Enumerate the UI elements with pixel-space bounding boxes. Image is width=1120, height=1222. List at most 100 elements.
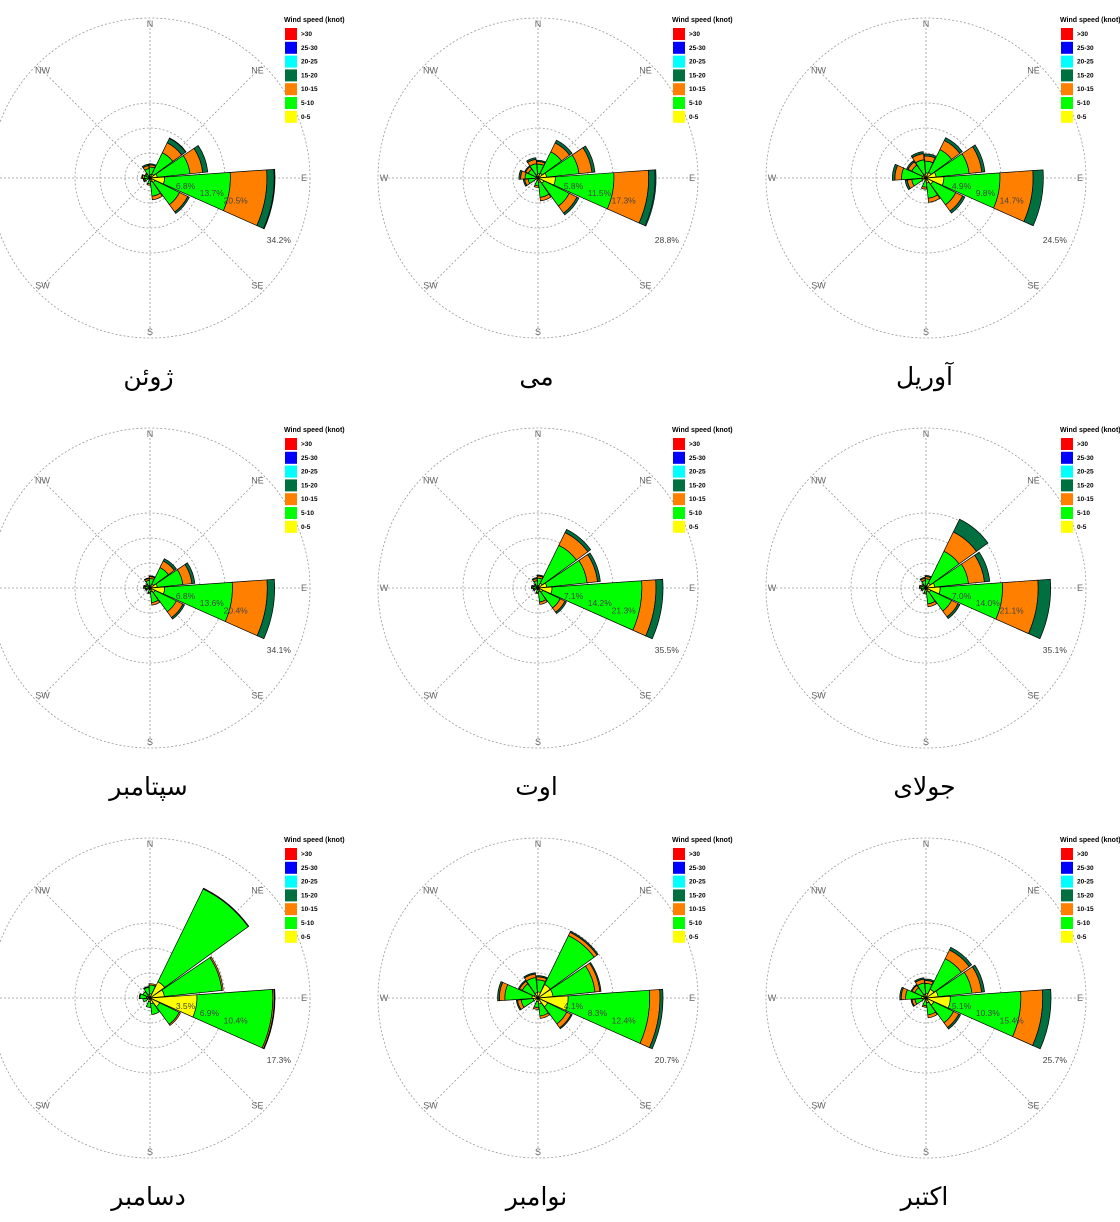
legend-swatch — [285, 930, 297, 943]
wind-sector-bar — [899, 986, 904, 1001]
legend-swatch — [1061, 917, 1073, 929]
wind-sector-bar — [920, 185, 928, 190]
wind-sector-bar — [946, 1013, 962, 1030]
wind-sector-bar — [146, 182, 151, 186]
wind-sector-bar — [530, 584, 533, 589]
direction-spoke — [925, 997, 1040, 1112]
wind-sector-bar — [141, 174, 144, 179]
direction-spoke — [537, 997, 652, 1112]
legend-swatch — [1061, 493, 1073, 506]
wind-sector-bar — [539, 1012, 550, 1019]
direction-spoke — [925, 474, 1040, 589]
legend-swatch — [1061, 28, 1073, 40]
direction-label: W — [768, 173, 777, 183]
legend-swatch — [1061, 438, 1073, 450]
outer-ring — [377, 17, 699, 339]
direction-label: E — [1077, 993, 1083, 1003]
legend-label: >30 — [689, 851, 700, 858]
legend-label: 15-20 — [1077, 892, 1094, 899]
direction-spoke — [424, 64, 539, 179]
wind-sector-bar — [927, 1011, 938, 1019]
direction-label: SW — [35, 280, 50, 290]
outer-ring — [0, 837, 311, 1159]
direction-label: SE — [251, 690, 263, 700]
wind-sector-bar — [524, 165, 531, 173]
legend-label: 20-25 — [1077, 469, 1094, 476]
direction-label: SE — [1027, 690, 1039, 700]
wind-sector-bar — [536, 159, 546, 164]
wind-sector-bar — [148, 983, 157, 987]
wind-sector-bar — [539, 193, 552, 202]
legend-swatch — [1061, 875, 1073, 888]
direction-spoke — [537, 884, 652, 999]
legend-label: >30 — [301, 31, 312, 38]
legend-swatch — [673, 465, 685, 478]
legend-label: 5-10 — [689, 510, 702, 517]
direction-label: N — [535, 839, 542, 849]
wind-sector-bar — [531, 577, 538, 581]
legend-label: 20-25 — [301, 59, 318, 66]
direction-label: SW — [35, 1100, 50, 1110]
direction-spoke — [424, 474, 539, 589]
windrose-chart: N NE E SE S SW W NW 5.8% 11.5%17.3% 28.8% Wind spee… — [377, 17, 733, 339]
direction-label: S — [923, 327, 929, 337]
legend-label: 5-10 — [301, 920, 314, 927]
legend-label: >30 — [1077, 851, 1088, 858]
legend-label: >30 — [301, 851, 312, 858]
direction-label: NE — [1027, 886, 1040, 896]
max-percent-label: 35.1% — [1043, 645, 1068, 655]
ring-percent-label: 10.3% — [976, 1008, 1001, 1018]
legend-label: 25-30 — [689, 455, 706, 462]
wind-sector-bar — [946, 603, 961, 620]
ring-percent-label: 17.3% — [612, 196, 637, 206]
legend-label: 10-15 — [1077, 86, 1094, 93]
legend-label: 0-5 — [689, 114, 699, 121]
legend-label: 15-20 — [301, 482, 318, 489]
legend-swatch — [285, 493, 297, 506]
legend-swatch — [673, 903, 685, 916]
wind-sector-bar — [972, 144, 986, 173]
legend-swatch — [285, 83, 297, 96]
legend-label: 15-20 — [1077, 482, 1094, 489]
wind-sector-bar — [523, 972, 536, 979]
direction-label: NW — [35, 886, 50, 896]
legend-label: 20-25 — [301, 469, 318, 476]
wind-sector-bar — [536, 975, 548, 980]
direction-label: SE — [639, 280, 651, 290]
wind-sector-bar — [539, 599, 548, 605]
wind-sector-bar — [648, 988, 664, 1050]
wind-sector-bar — [904, 179, 911, 191]
direction-spoke — [812, 997, 927, 1112]
direction-label: SW — [811, 280, 826, 290]
wind-sector-bar — [209, 956, 224, 991]
speed-legend: Wind speed (knot) >30 25-30 20-25 15-20 10-15… — [672, 17, 733, 123]
direction-spoke — [424, 177, 539, 292]
legend-title: Wind speed (knot) — [1060, 17, 1120, 24]
outer-ring — [765, 427, 1087, 749]
legend-label: 0-5 — [689, 934, 699, 941]
legend-swatch — [285, 917, 297, 929]
legend-swatch — [673, 41, 685, 54]
windrose-chart: NNEESESSWWNW6.8%13.6%20.4%34.1%Wind spee… — [0, 427, 345, 749]
legend-label: 0-5 — [301, 524, 311, 531]
legend-swatch — [673, 83, 685, 96]
direction-label: S — [923, 737, 929, 747]
direction-label: NW — [811, 476, 826, 486]
direction-label: SW — [811, 690, 826, 700]
windrose-panel: N NE E SE S SW W NW 4.1% 8.3% 12.4% 20.7% Wind speed… — [377, 820, 761, 1222]
legend-title: Wind speed (knot) — [284, 837, 345, 844]
outer-ring — [765, 17, 1087, 339]
direction-spoke — [925, 64, 1040, 179]
legend-label: 20-25 — [1077, 59, 1094, 66]
direction-label: NE — [1027, 66, 1040, 76]
direction-spoke — [812, 177, 927, 292]
wind-sector-bar — [168, 137, 187, 153]
direction-spoke — [36, 884, 151, 999]
wind-sector-bar — [569, 930, 599, 956]
direction-label: S — [535, 1147, 541, 1157]
legend-title: Wind speed (knot) — [1060, 427, 1120, 434]
legend-swatch — [673, 848, 685, 860]
wind-sector-bar — [497, 981, 504, 1002]
direction-label: NE — [639, 476, 652, 486]
